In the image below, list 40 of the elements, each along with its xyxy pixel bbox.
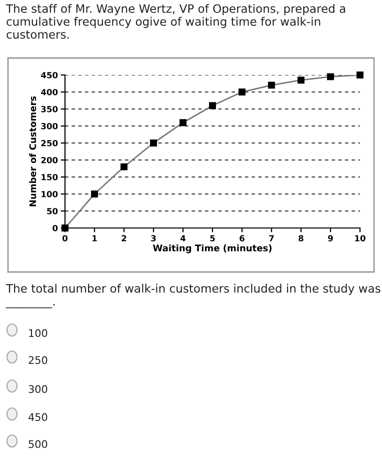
x-tick-label: 3: [151, 235, 156, 242]
point: [180, 119, 186, 126]
point: [209, 102, 216, 110]
point: [356, 72, 364, 78]
y-tick-label: 400: [41, 88, 58, 96]
text: 450: [28, 413, 48, 422]
x-tick-label: 5: [210, 235, 215, 242]
x-tick-label: 7: [269, 235, 274, 242]
point: [238, 88, 246, 96]
x-tick-label: 0: [62, 235, 68, 242]
y-tick-label: 200: [41, 156, 58, 164]
text: 300: [28, 385, 48, 394]
chart-title: The staff of Mr. Wayne Wertz, VP of Operations, prepared a cumulative frequency ogive of waiting time for walk-in customers.: [6, 4, 346, 39]
point: [327, 73, 334, 80]
x-tick-label: 2: [122, 235, 126, 242]
y-tick-label: 450: [41, 72, 58, 78]
x-tick-label: 8: [298, 235, 304, 242]
x-tick-label: 4: [180, 235, 186, 242]
x-tick-label: 10: [355, 235, 366, 242]
y-axis-title: Number of Customers: [29, 96, 36, 206]
point: [298, 76, 304, 84]
text: 500: [28, 440, 48, 448]
x-tick-label: 1: [92, 235, 97, 242]
text: 100: [29, 329, 48, 338]
y-tick-label: 350: [41, 106, 58, 112]
y-tick-label: 100: [42, 190, 58, 198]
point: [268, 82, 275, 89]
point: [150, 140, 157, 146]
x-tick-label: 6: [240, 235, 244, 242]
point: [91, 190, 98, 198]
y-tick-label: 50: [47, 208, 58, 214]
y-tick-label: 300: [41, 122, 58, 130]
y-tick-label: 250: [41, 140, 58, 146]
x-axis-title: Waiting Time (minutes): [152, 244, 272, 254]
text: The total number of walk-in customers included in the study was ________.: [6, 284, 380, 308]
y-tick-label: 150: [42, 174, 58, 180]
x-tick-label: 9: [328, 235, 333, 242]
text: 250: [28, 356, 48, 364]
y-tick-label: 0: [52, 224, 58, 232]
point: [120, 163, 128, 170]
